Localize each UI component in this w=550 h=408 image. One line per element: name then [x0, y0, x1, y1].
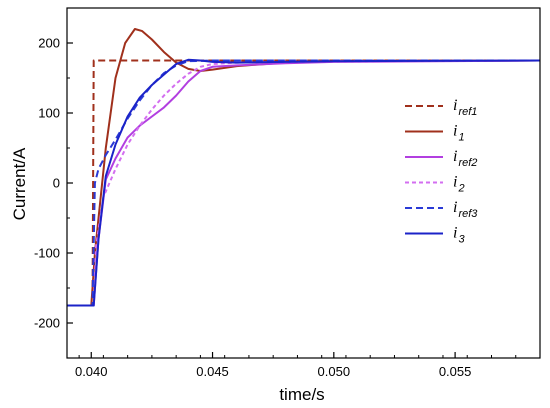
legend-label-4: i2	[453, 174, 465, 195]
x-tick-label: 0.045	[196, 364, 229, 379]
y-tick-label: 100	[38, 106, 60, 121]
y-tick-label: 0	[53, 176, 60, 191]
legend-subscript-6: 3	[458, 234, 465, 246]
legend-subscript-2: 1	[458, 132, 464, 144]
series-layer	[67, 28, 541, 307]
y-axis-title: Current/A	[10, 147, 29, 220]
series-line-1	[67, 59, 540, 307]
legend-subscript-4: 2	[457, 183, 464, 195]
series-line-4	[67, 59, 541, 307]
x-axis-title: time/s	[279, 385, 324, 404]
legend: iref1 i1 iref2 i2 iref3 i3	[405, 97, 478, 246]
series-line-5	[67, 59, 540, 307]
legend-label-2: i1	[453, 123, 465, 144]
x-tick-label: 0.050	[318, 364, 351, 379]
ticks-layer: 0.040 0.045 0.050 0.055 -200 -100 0 100 200	[34, 36, 517, 379]
y-tick-label: -200	[34, 316, 60, 331]
legend-label-3: iref2	[453, 148, 477, 169]
legend-subscript-5: ref3	[458, 208, 478, 220]
legend-label-5: iref3	[453, 199, 478, 220]
legend-subscript-1: ref1	[458, 106, 477, 118]
y-tick-label: -100	[34, 246, 60, 261]
x-tick-label: 0.040	[75, 364, 108, 379]
legend-label-1: iref1	[453, 97, 477, 118]
series-line-6	[67, 58, 541, 307]
y-tick-label: 200	[38, 36, 60, 51]
series-line-3	[67, 59, 541, 307]
legend-label-6: i3	[453, 225, 465, 246]
x-tick-label: 0.055	[439, 364, 472, 379]
legend-subscript-3: ref2	[458, 157, 477, 169]
